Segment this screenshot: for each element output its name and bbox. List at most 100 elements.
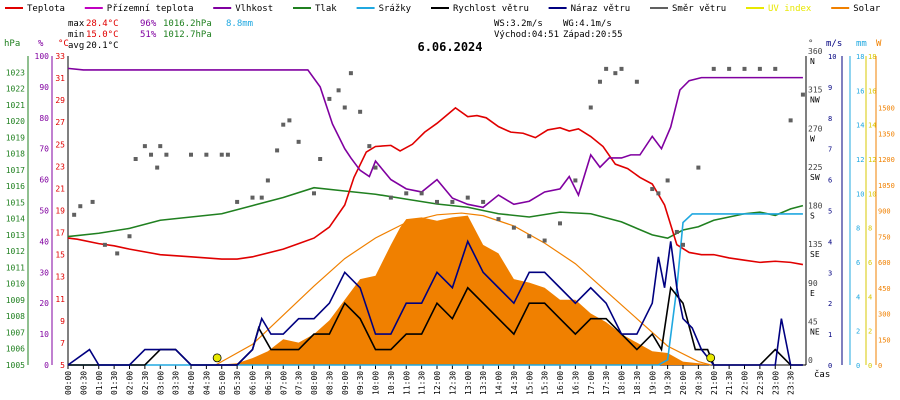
wind-direction-point-35: [419, 191, 424, 196]
legend-label-7: Směr větru: [672, 4, 726, 14]
x-tick-label-6: 03:00: [156, 371, 165, 395]
tick-label-pressure-9: 1014: [6, 215, 25, 224]
wind-direction-point-64: [800, 92, 805, 97]
tick-label-temperature-5: 15: [55, 251, 65, 260]
wind-direction-point-36: [435, 199, 439, 204]
stats-avg-label: avg: [68, 41, 84, 51]
x-tick-label-43: 21:30: [725, 371, 734, 395]
tick-label-pressure-16: 1021: [6, 101, 25, 110]
tick-label-temperature-14: 33: [55, 52, 65, 61]
wind-direction-point-50: [619, 66, 624, 71]
x-tick-label-36: 18:00: [618, 371, 627, 395]
wind-direction-point-44: [558, 221, 562, 226]
tick-label-wind_speed-2: 2: [828, 300, 832, 308]
x-tick-label-25: 12:30: [448, 371, 457, 395]
stats-block: max 28.4°C 96% 1016.2hPa 8.8mm min 15.0°…: [68, 19, 623, 51]
tick-label-pressure-10: 1015: [6, 198, 25, 207]
tick-label-temperature-7: 19: [55, 207, 65, 216]
wind-direction-point-19: [265, 178, 270, 183]
tick-label-pressure-18: 1023: [6, 68, 25, 77]
tick-label-pressure-3: 1008: [6, 312, 25, 321]
wind-direction-point-0: [72, 212, 77, 217]
wind-direction-point-42: [527, 234, 532, 239]
tick-label-uv-12: 12: [868, 156, 876, 164]
x-tick-label-29: 14:30: [510, 371, 519, 395]
wind-direction-point-57: [696, 165, 701, 170]
compass-label-7: N: [810, 57, 815, 66]
wind-direction-point-15: [225, 152, 230, 157]
compass-label-5: W: [810, 134, 815, 143]
x-tick-label-28: 14:00: [495, 371, 504, 395]
tick-label-humidity-3: 30: [39, 268, 49, 277]
stats-max-label: max: [68, 19, 85, 29]
wind-direction-point-45: [573, 178, 578, 183]
wind-direction-point-24: [312, 191, 316, 196]
wind-direction-point-22: [287, 118, 292, 123]
stats-max-temp: 28.4°C: [86, 19, 119, 29]
tick-label-solar-2: 300: [878, 311, 891, 319]
tick-label-temperature-8: 21: [55, 184, 65, 193]
unit-deg: °: [808, 39, 813, 49]
tick-label-uv-8: 8: [868, 225, 872, 233]
tick-label-humidity-0: 0: [44, 361, 49, 370]
x-tick-label-17: 08:30: [325, 371, 334, 395]
wind-direction-point-6: [133, 157, 138, 161]
x-tick-label-21: 10:30: [387, 371, 396, 395]
tick-label-temperature-4: 13: [55, 273, 65, 282]
tick-label-pressure-14: 1019: [6, 133, 25, 142]
tick-label-pressure-1: 1006: [6, 345, 25, 354]
axis-unit-headers: hPa % °C ° m/s mm W čas: [4, 39, 882, 380]
tick-label-pressure-2: 1007: [6, 328, 25, 337]
x-tick-label-24: 12:00: [433, 371, 442, 395]
stats-min-press: 1012.7hPa: [163, 30, 212, 40]
tick-label-temperature-9: 23: [55, 162, 65, 171]
wind-direction-point-21: [281, 122, 286, 127]
tick-label-rain-18: 18: [856, 53, 864, 61]
stats-wg: WG:4.1m/s: [563, 19, 612, 29]
wind-direction-point-40: [496, 217, 501, 222]
x-tick-label-2: 01:00: [95, 371, 104, 395]
wind-direction-point-41: [511, 225, 516, 230]
tick-label-pressure-8: 1013: [6, 231, 25, 240]
tick-label-wind_speed-4: 4: [828, 238, 832, 246]
tick-label-wind-direction-6: 270: [808, 124, 823, 133]
tick-label-temperature-6: 17: [55, 229, 65, 238]
unit-ms: m/s: [826, 39, 842, 49]
tick-label-temperature-2: 9: [60, 317, 65, 326]
legend-label-3: Tlak: [315, 4, 337, 14]
tick-label-wind_speed-1: 1: [828, 331, 832, 339]
x-tick-label-32: 16:00: [556, 371, 565, 395]
x-tick-label-27: 13:30: [479, 371, 488, 395]
x-tick-label-20: 10:00: [372, 371, 381, 395]
x-tick-label-10: 05:00: [218, 371, 227, 395]
tick-label-rain-6: 6: [856, 259, 860, 267]
x-tick-label-13: 06:30: [264, 371, 273, 395]
wind-direction-point-47: [597, 79, 602, 84]
x-tick-label-16: 08:00: [310, 371, 319, 395]
wind-direction-point-53: [656, 191, 661, 196]
tick-label-pressure-17: 1022: [6, 85, 25, 94]
tick-label-wind_speed-0: 0: [828, 362, 832, 370]
wind-direction-point-7: [142, 144, 147, 149]
series-line-vlhkost: [67, 67, 803, 209]
x-tick-label-46: 23:00: [771, 371, 780, 395]
tick-label-solar-9: 1350: [878, 130, 895, 138]
legend-label-1: Přízemní teplota: [107, 4, 194, 14]
tick-label-temperature-3: 11: [55, 295, 65, 304]
series-solar-area: [68, 215, 803, 365]
legend-label-6: Náraz větru: [571, 4, 631, 14]
tick-label-wind_speed-9: 9: [828, 84, 832, 92]
tick-label-rain-4: 4: [856, 293, 860, 301]
x-axis: 00:00 00:30 01:00 01:30 02:00 02:30 03:00 03:30…: [64, 365, 796, 395]
wind-direction-point-51: [634, 79, 639, 84]
uv-marker-1: [706, 353, 716, 363]
x-tick-label-7: 03:30: [172, 371, 181, 395]
x-tick-label-38: 19:00: [648, 371, 657, 395]
tick-label-uv-16: 16: [868, 87, 876, 95]
tick-label-solar-4: 600: [878, 259, 891, 267]
tick-label-uv-0: 0: [868, 362, 872, 370]
wind-direction-point-59: [727, 66, 732, 71]
tick-label-pressure-12: 1017: [6, 166, 25, 175]
wind-direction-point-2: [90, 199, 95, 204]
compass-label-1: E: [810, 289, 815, 298]
